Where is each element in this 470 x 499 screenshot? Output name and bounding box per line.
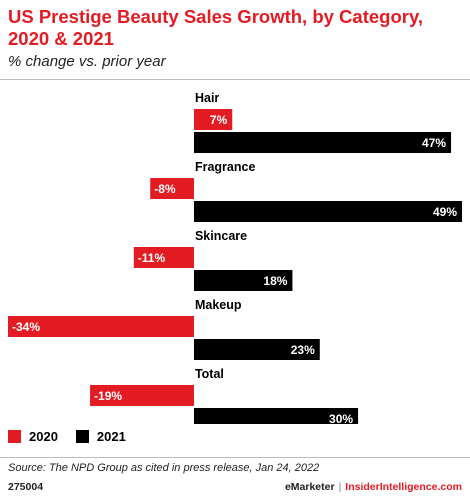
data-label-hair-2020: 7% <box>210 113 228 127</box>
bar-hair-2021 <box>193 132 452 153</box>
legend-item-2021: 2021 <box>75 429 126 444</box>
footer: 275004 eMarketer | InsiderIntelligence.com <box>8 481 462 493</box>
category-label-fragrance: Fragrance <box>195 160 255 174</box>
chart-id: 275004 <box>8 481 44 493</box>
data-label-makeup-2021: 23% <box>291 343 315 357</box>
bar-fragrance-2021 <box>193 201 463 222</box>
bar-skincare-2020 <box>133 247 194 268</box>
brand-separator: | <box>338 481 342 493</box>
source-note: Source: The NPD Group as cited in press … <box>8 462 320 474</box>
category-label-skincare: Skincare <box>195 229 247 243</box>
chart-title: US Prestige Beauty Sales Growth, by Cate… <box>8 6 424 49</box>
data-label-hair-2021: 47% <box>422 136 446 150</box>
bar-chart: Hair 7% 47% Fragrance -8% 49% Skincare -11% 18% M… <box>8 91 463 424</box>
data-label-fragrance-2020: -8% <box>154 182 176 196</box>
legend-label-2021: 2021 <box>96 429 126 444</box>
divider <box>0 457 470 458</box>
category-label-makeup: Makeup <box>195 298 242 312</box>
bar-fragrance-2020 <box>150 178 194 199</box>
legend-label-2020: 2020 <box>29 429 58 444</box>
bar-makeup-2020 <box>8 316 194 337</box>
brand-insider-intelligence: InsiderIntelligence.com <box>345 481 462 493</box>
data-label-total-2020: -19% <box>94 389 122 403</box>
brand-emarketer: eMarketer <box>284 481 335 493</box>
bar-total-2020 <box>90 385 194 406</box>
bar-total-2021 <box>193 408 359 424</box>
data-label-makeup-2020: -34% <box>12 320 40 334</box>
bar-makeup-2021 <box>193 339 320 360</box>
bar-hair-2020 <box>193 109 233 130</box>
chart-subtitle: % change vs. prior year <box>8 53 166 70</box>
data-label-fragrance-2021: 49% <box>433 205 457 219</box>
legend-swatch-2021 <box>75 430 89 443</box>
data-label-total-2021: 30% <box>329 412 353 424</box>
data-label-skincare-2020: -11% <box>138 251 166 265</box>
legend: 2020 2021 <box>8 429 144 444</box>
legend-item-2020: 2020 <box>8 429 58 444</box>
category-label-total: Total <box>195 367 224 381</box>
category-label-hair: Hair <box>195 91 219 105</box>
brand: eMarketer | InsiderIntelligence.com <box>285 481 462 493</box>
bar-skincare-2021 <box>193 270 293 291</box>
divider <box>0 79 470 80</box>
legend-swatch-2020 <box>8 430 21 443</box>
data-label-skincare-2021: 18% <box>263 274 287 288</box>
